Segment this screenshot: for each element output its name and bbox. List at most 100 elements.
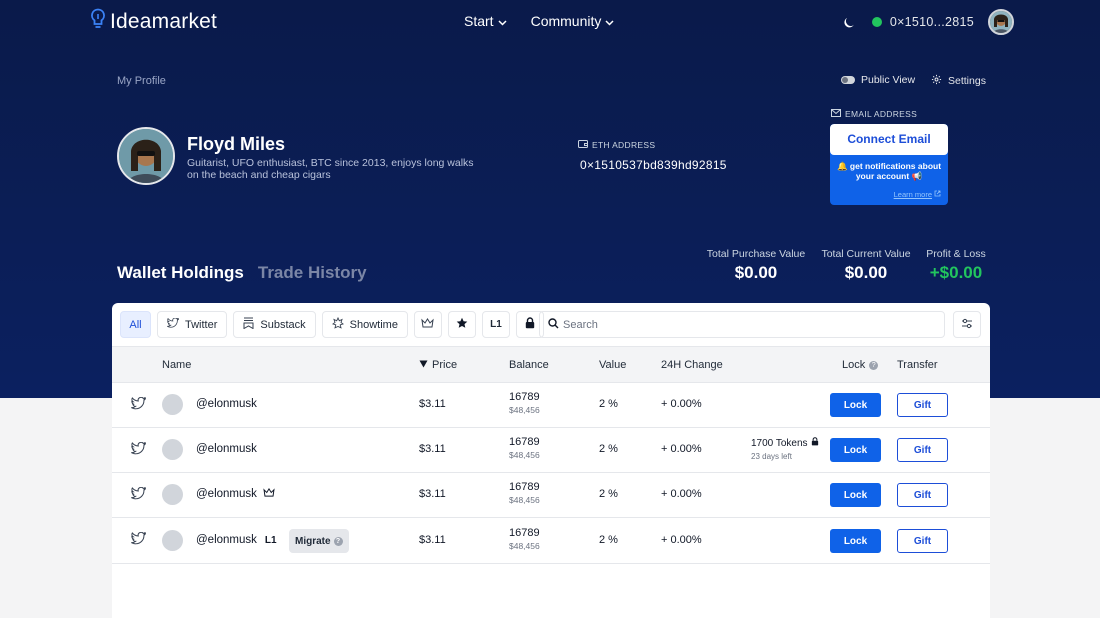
search-input[interactable]	[563, 318, 923, 331]
filter-crown[interactable]	[413, 311, 442, 338]
gear-icon	[931, 74, 942, 88]
locked-tokens: 1700 Tokens	[751, 437, 819, 449]
profile-name: Floyd Miles	[187, 134, 286, 154]
stat-total-current: Total Current Value $0.00	[818, 248, 914, 283]
row-name[interactable]: @elonmusk	[196, 488, 257, 500]
row-name[interactable]: @elonmusk	[196, 443, 257, 455]
wallet-icon	[578, 140, 588, 150]
table-row[interactable]: @elonmusk $3.11 16789 $48,456 2 % + 0.00…	[112, 383, 990, 428]
balance-usd: $48,456	[509, 541, 540, 551]
learn-more-link[interactable]: Learn more	[894, 190, 941, 199]
lock-button[interactable]: Lock	[830, 483, 881, 507]
balance-usd: $48,456	[509, 495, 540, 505]
help-icon[interactable]: ?	[869, 360, 879, 370]
gift-button[interactable]: Gift	[897, 529, 948, 553]
lock-button[interactable]: Lock	[830, 438, 881, 462]
filter-twitter[interactable]: Twitter	[157, 311, 228, 338]
row-name-cell: @elonmusk L1	[196, 534, 277, 546]
avatar	[162, 439, 183, 460]
profile-avatar	[117, 127, 175, 185]
gift-button[interactable]: Gift	[897, 393, 948, 417]
row-value: 2 %	[599, 443, 618, 455]
table-row[interactable]: @elonmusk $3.11 16789 $48,456 2 % + 0.00…	[112, 473, 990, 518]
twitter-icon	[131, 397, 146, 410]
table-row[interactable]: @elonmusk L1 Migrate ? $3.11 16789 $48,4…	[112, 518, 990, 564]
profile-bio: Guitarist, UFO enthusiast, BTC since 201…	[187, 157, 474, 181]
stat-label: Total Purchase Value	[706, 248, 806, 260]
header-value[interactable]: Value	[599, 359, 626, 371]
balance-usd: $48,456	[509, 450, 540, 460]
eth-label-text: ETH ADDRESS	[592, 140, 656, 150]
settings-button[interactable]: Settings	[931, 74, 986, 88]
section-label: My Profile	[117, 75, 166, 87]
twitter-icon	[131, 487, 146, 500]
filter-starred[interactable]	[447, 311, 476, 338]
stat-label: Total Current Value	[821, 248, 911, 260]
migrate-button[interactable]: Migrate ?	[289, 529, 349, 553]
mail-icon	[831, 109, 841, 119]
public-view-label: Public View	[861, 74, 916, 86]
connect-email-button[interactable]: Connect Email	[830, 124, 948, 155]
email-address-label: EMAIL ADDRESS	[831, 109, 917, 119]
table-header: Name Price Balance Value 24H Change Lock…	[112, 346, 990, 383]
balance-tokens: 16789	[509, 436, 540, 448]
row-name[interactable]: @elonmusk	[196, 398, 257, 410]
sort-desc-icon	[419, 359, 428, 371]
help-icon: ?	[333, 536, 343, 546]
wallet-address[interactable]: 0×1510...2815	[889, 15, 974, 29]
header-change[interactable]: 24H Change	[661, 359, 723, 371]
row-price: $3.11	[419, 398, 446, 410]
avatar	[162, 484, 183, 505]
learn-more-label: Learn more	[893, 190, 932, 199]
l1-tag: L1	[264, 534, 277, 546]
tab-trade-history[interactable]: Trade History	[257, 263, 367, 282]
balance-tokens: 16789	[509, 481, 540, 493]
toggle-switch[interactable]	[841, 76, 855, 84]
header-balance[interactable]: Balance	[509, 359, 549, 371]
nav-community[interactable]: Community	[531, 13, 615, 29]
top-nav: Ideamarket Start Community 0×1510...2815	[0, 0, 1100, 44]
moon-icon[interactable]	[843, 16, 856, 29]
notification-hint: 🔔 get notifications about your account 📢	[836, 161, 942, 181]
balance-tokens: 16789	[509, 391, 540, 403]
crown-icon	[263, 487, 275, 500]
public-view-toggle[interactable]: Public View	[841, 74, 915, 86]
header-price-label: Price	[432, 359, 458, 371]
gift-button[interactable]: Gift	[897, 438, 948, 462]
nav-start[interactable]: Start	[464, 13, 507, 29]
filter-all-label: All	[129, 318, 142, 331]
nav-right: 0×1510...2815	[843, 9, 1014, 35]
filter-l1[interactable]: L1	[481, 311, 510, 338]
twitter-icon	[131, 442, 146, 455]
table-row[interactable]: @elonmusk $3.11 16789 $48,456 2 % + 0.00…	[112, 428, 990, 473]
substack-icon	[243, 317, 254, 332]
lock-button[interactable]: Lock	[830, 393, 881, 417]
filter-showtime-label: Showtime	[349, 318, 398, 331]
lock-button[interactable]: Lock	[830, 529, 881, 553]
filter-substack[interactable]: Substack	[233, 311, 316, 338]
header-name[interactable]: Name	[162, 359, 191, 371]
balance-usd: $48,456	[509, 405, 540, 415]
balance-tokens: 16789	[509, 527, 540, 539]
lightbulb-icon	[90, 8, 110, 36]
logo[interactable]: Ideamarket	[90, 8, 217, 36]
gift-button[interactable]: Gift	[897, 483, 948, 507]
lock-icon	[525, 317, 535, 332]
holdings-tabs: Wallet Holdings Trade History	[117, 263, 367, 283]
migrate-label: Migrate	[295, 535, 331, 547]
logo-text: Ideamarket	[110, 10, 218, 33]
avatar	[162, 530, 183, 551]
row-price: $3.11	[419, 443, 446, 455]
avatar[interactable]	[988, 9, 1014, 35]
advanced-filter-button[interactable]	[953, 311, 981, 338]
filter-all[interactable]: All	[120, 311, 151, 338]
row-value: 2 %	[599, 398, 618, 410]
header-balance-label: Balance	[509, 359, 549, 371]
tab-wallet-holdings[interactable]: Wallet Holdings	[117, 263, 244, 282]
header-change-label: 24H Change	[661, 359, 723, 371]
filter-showtime[interactable]: Showtime	[321, 311, 408, 338]
search-icon	[548, 316, 559, 334]
header-price[interactable]: Price	[419, 359, 457, 371]
crown-icon	[421, 318, 435, 331]
row-name[interactable]: @elonmusk	[196, 534, 257, 546]
